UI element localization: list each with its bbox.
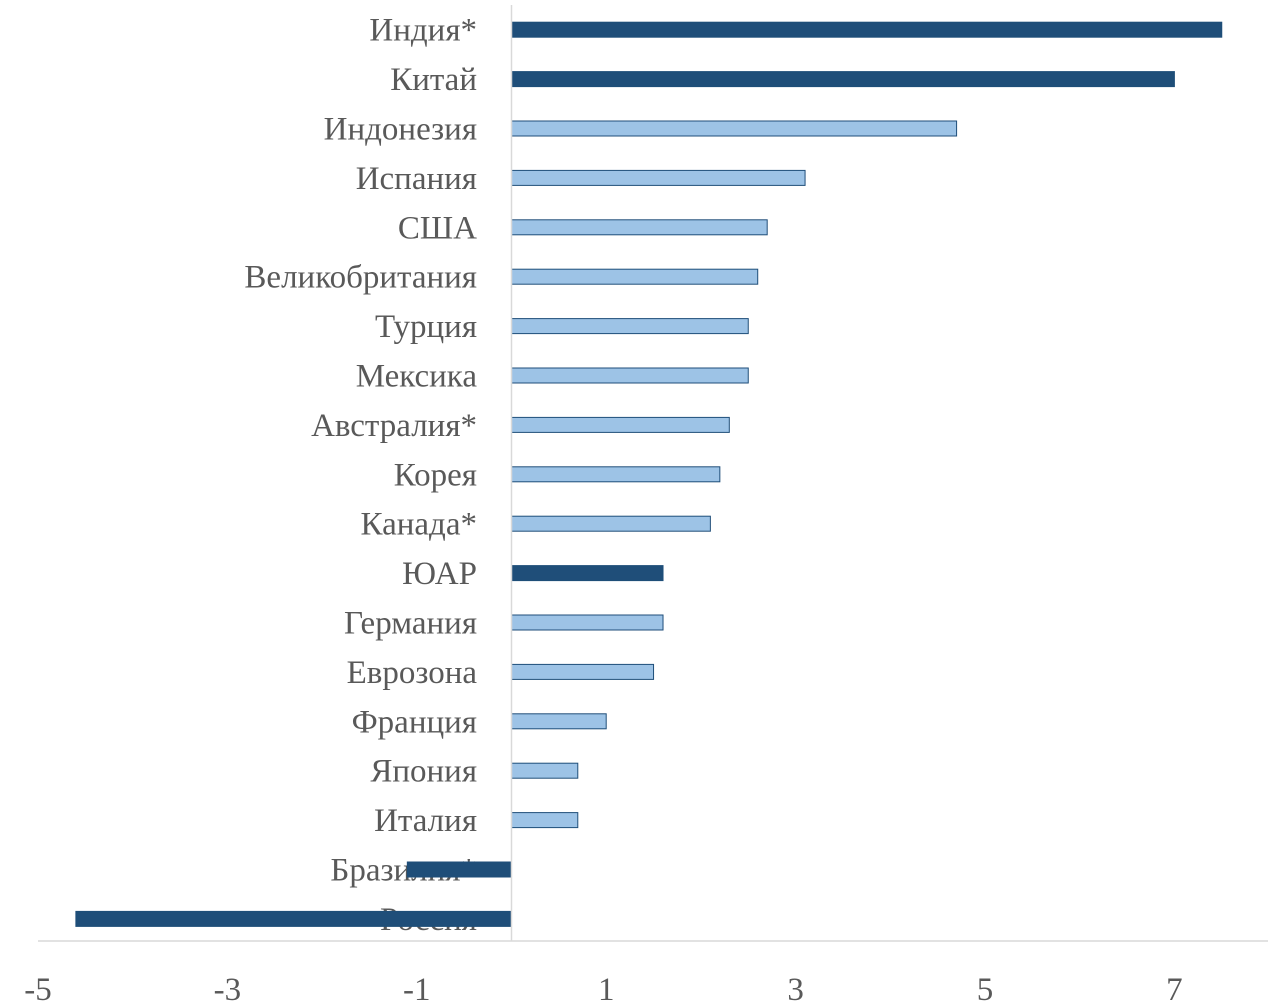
bars-group [75, 21, 1223, 927]
category-label: США [398, 210, 477, 246]
category-label: Индонезия [324, 112, 477, 148]
bar [511, 812, 579, 829]
bar [511, 713, 607, 730]
bar [511, 466, 721, 483]
x-tick-label: 1 [598, 972, 615, 1006]
x-tick-label: -3 [214, 972, 242, 1006]
bar [511, 318, 749, 335]
bar [511, 268, 759, 285]
category-label: Еврозона [347, 655, 478, 691]
category-label: Испания [356, 161, 477, 197]
bar [406, 861, 512, 878]
x-tick-labels: -5 -3 -1 1 3 5 7 [24, 972, 1182, 1006]
bar [511, 367, 749, 384]
category-labels: Индия* Китай Индонезия Испания США Великобрит… [244, 13, 477, 938]
category-label: Корея [394, 457, 477, 493]
bar [511, 762, 579, 779]
category-label: Китай [390, 62, 477, 98]
x-tick-label: -5 [24, 972, 52, 1006]
bar [511, 21, 1223, 38]
category-label: Канада* [361, 507, 477, 543]
category-label: Австралия* [311, 408, 477, 444]
category-label: Германия [344, 606, 477, 642]
x-tick-label: 3 [787, 972, 804, 1006]
bar [511, 663, 655, 680]
category-label: Италия [374, 803, 477, 839]
bar [511, 614, 664, 631]
bar [75, 910, 512, 927]
category-label: Великобритания [244, 260, 477, 296]
category-label: ЮАР [402, 556, 477, 592]
category-label: Турция [375, 309, 477, 345]
bar [511, 565, 664, 582]
bar [511, 169, 806, 186]
x-tick-label: 5 [977, 972, 994, 1006]
x-tick-label: 7 [1166, 972, 1183, 1006]
bar [511, 120, 958, 137]
category-label: Мексика [356, 359, 478, 395]
bar [511, 515, 711, 532]
category-label: Индия* [369, 13, 477, 49]
bar [511, 219, 768, 236]
bar [511, 416, 730, 433]
category-label: Япония [370, 754, 477, 790]
category-label: Франция [352, 704, 477, 740]
x-tick-label: -1 [403, 972, 431, 1006]
bar [511, 71, 1175, 88]
